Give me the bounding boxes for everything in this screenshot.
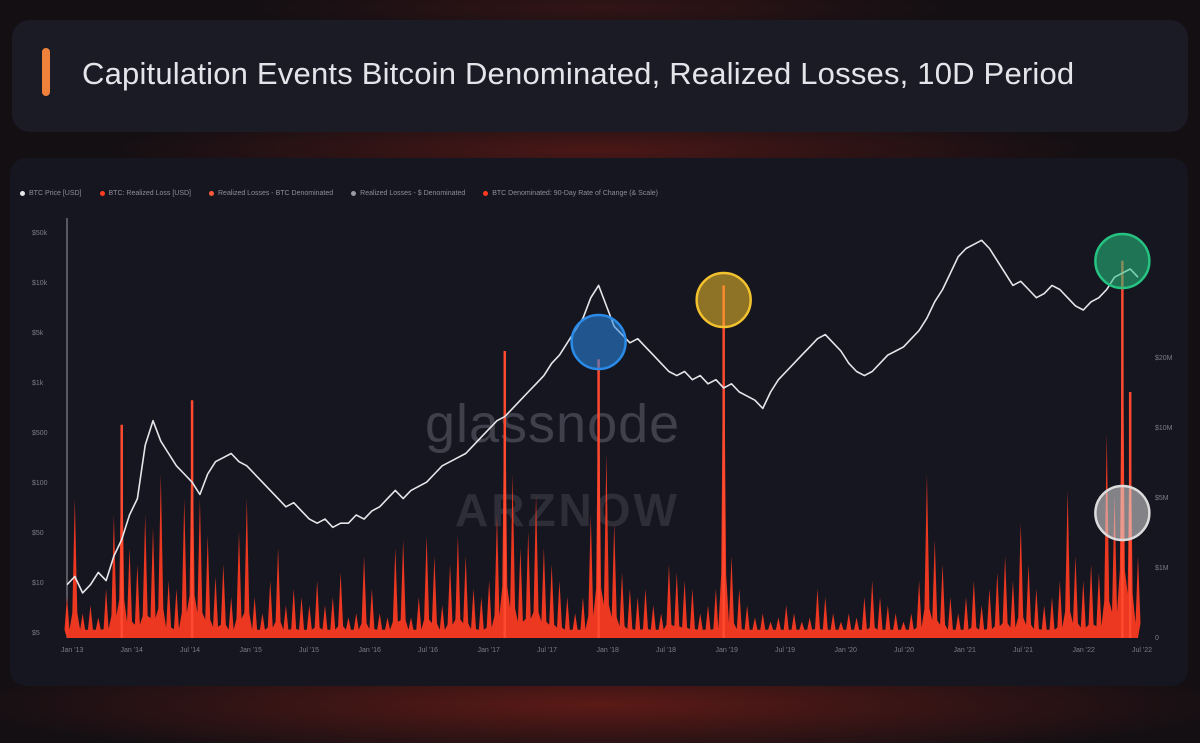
page-title: Capitulation Events Bitcoin Denominated,… — [82, 56, 1075, 91]
x-tick-label: Jan '19 — [716, 647, 738, 654]
x-tick-label: Jul '21 — [1013, 647, 1033, 654]
y-right-tick-label: 0 — [1155, 635, 1159, 642]
legend-entry[interactable]: Realized Losses - $ Denominated — [351, 190, 465, 197]
y-right-tick-label: $1M — [1155, 565, 1169, 572]
chart-legend: BTC Price [USD] BTC: Realized Loss [USD] R… — [20, 186, 658, 200]
legend-dot-icon — [209, 190, 214, 196]
y-left-tick-label: $5k — [32, 330, 44, 337]
legend-entry[interactable]: BTC: Realized Loss [USD] — [99, 189, 191, 197]
legend-dot-icon — [99, 190, 105, 196]
title-accent-bar — [42, 48, 50, 96]
y-left-tick-label: $10 — [32, 580, 44, 587]
y-left-tick-label: $10k — [32, 280, 48, 287]
legend-label: BTC Price [USD] — [29, 189, 82, 197]
y-left-tick-label: $500 — [32, 430, 48, 437]
legend-entry[interactable]: BTC Price [USD] — [20, 190, 82, 197]
x-tick-label: Jan '13 — [61, 647, 83, 654]
legend-entry[interactable]: BTC Denominated: 90-Day Rate of Change (… — [483, 190, 658, 197]
title-card: Capitulation Events Bitcoin Denominated,… — [12, 20, 1188, 132]
x-tick-label: Jan '14 — [121, 647, 143, 654]
chart-card: BTC Price [USD] BTC: Realized Loss [USD] R… — [10, 158, 1188, 686]
x-tick-label: Jul '20 — [894, 647, 914, 654]
btc-price-line — [66, 239, 1139, 594]
highlight-circle-green — [1094, 232, 1151, 290]
legend-entry[interactable]: Realized Losses - BTC Denominated — [209, 190, 333, 197]
legend-dot-icon — [20, 190, 25, 196]
y-left-tick-label: $1k — [32, 380, 44, 387]
legend-label: Realized Losses - BTC Denominated — [218, 189, 334, 197]
x-tick-label: Jul '16 — [418, 647, 438, 654]
y-left-tick-label: $50k — [32, 230, 48, 237]
chart-plot: $50k $10k $5k $1k $500 $100 $50 $10 $5 $20M $10M $5… — [32, 218, 1173, 654]
x-tick-label: Jul '17 — [537, 647, 557, 654]
legend-dot-icon — [351, 190, 357, 196]
x-tick-label: Jan '20 — [835, 647, 857, 654]
legend-dot-icon — [483, 190, 489, 196]
y-left-tick-label: $50 — [32, 530, 44, 537]
highlight-circle-blue — [570, 313, 627, 371]
x-tick-label: Jan '17 — [478, 647, 500, 654]
y-left-tick-label: $5 — [32, 630, 40, 637]
x-tick-label: Jan '18 — [597, 647, 619, 654]
x-tick-label: Jan '21 — [954, 647, 976, 654]
x-tick-label: Jul '22 — [1132, 647, 1152, 654]
highlight-circle-white — [1094, 484, 1151, 542]
y-right-tick-label: $10M — [1155, 425, 1173, 432]
glassnode-watermark: glassnode — [425, 394, 681, 454]
x-tick-label: Jul '19 — [775, 647, 795, 654]
y-right-tick-label: $5M — [1155, 495, 1169, 502]
arznow-watermark: ARZNOW — [455, 484, 680, 536]
x-tick-label: Jul '14 — [180, 647, 200, 654]
x-tick-label: Jul '18 — [656, 647, 676, 654]
x-tick-label: Jan '15 — [240, 647, 262, 654]
x-tick-label: Jan '22 — [1073, 647, 1095, 654]
legend-label: Realized Losses - $ Denominated — [360, 189, 466, 197]
legend-label: BTC Denominated: 90-Day Rate of Change (… — [492, 189, 658, 197]
legend-label: BTC: Realized Loss [USD] — [108, 189, 191, 197]
y-right-tick-label: $20M — [1155, 355, 1173, 362]
highlight-circle-yellow — [695, 271, 752, 329]
y-left-tick-label: $100 — [32, 480, 48, 487]
x-tick-label: Jul '15 — [299, 647, 319, 654]
x-tick-label: Jan '16 — [359, 647, 381, 654]
